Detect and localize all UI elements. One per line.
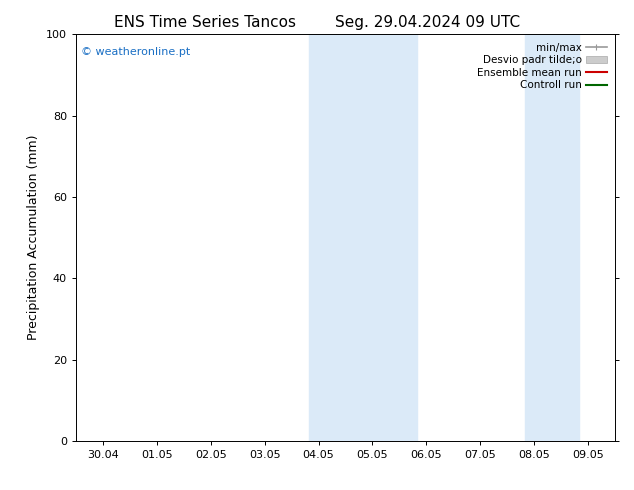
Bar: [525, 34, 579, 441]
Bar: [309, 34, 417, 441]
Y-axis label: Precipitation Accumulation (mm): Precipitation Accumulation (mm): [27, 135, 41, 341]
Text: ENS Time Series Tancos        Seg. 29.04.2024 09 UTC: ENS Time Series Tancos Seg. 29.04.2024 0…: [114, 15, 520, 30]
Legend: min/max, Desvio padr tilde;o, Ensemble mean run, Controll run: min/max, Desvio padr tilde;o, Ensemble m…: [474, 40, 610, 94]
Text: © weatheronline.pt: © weatheronline.pt: [81, 47, 191, 56]
